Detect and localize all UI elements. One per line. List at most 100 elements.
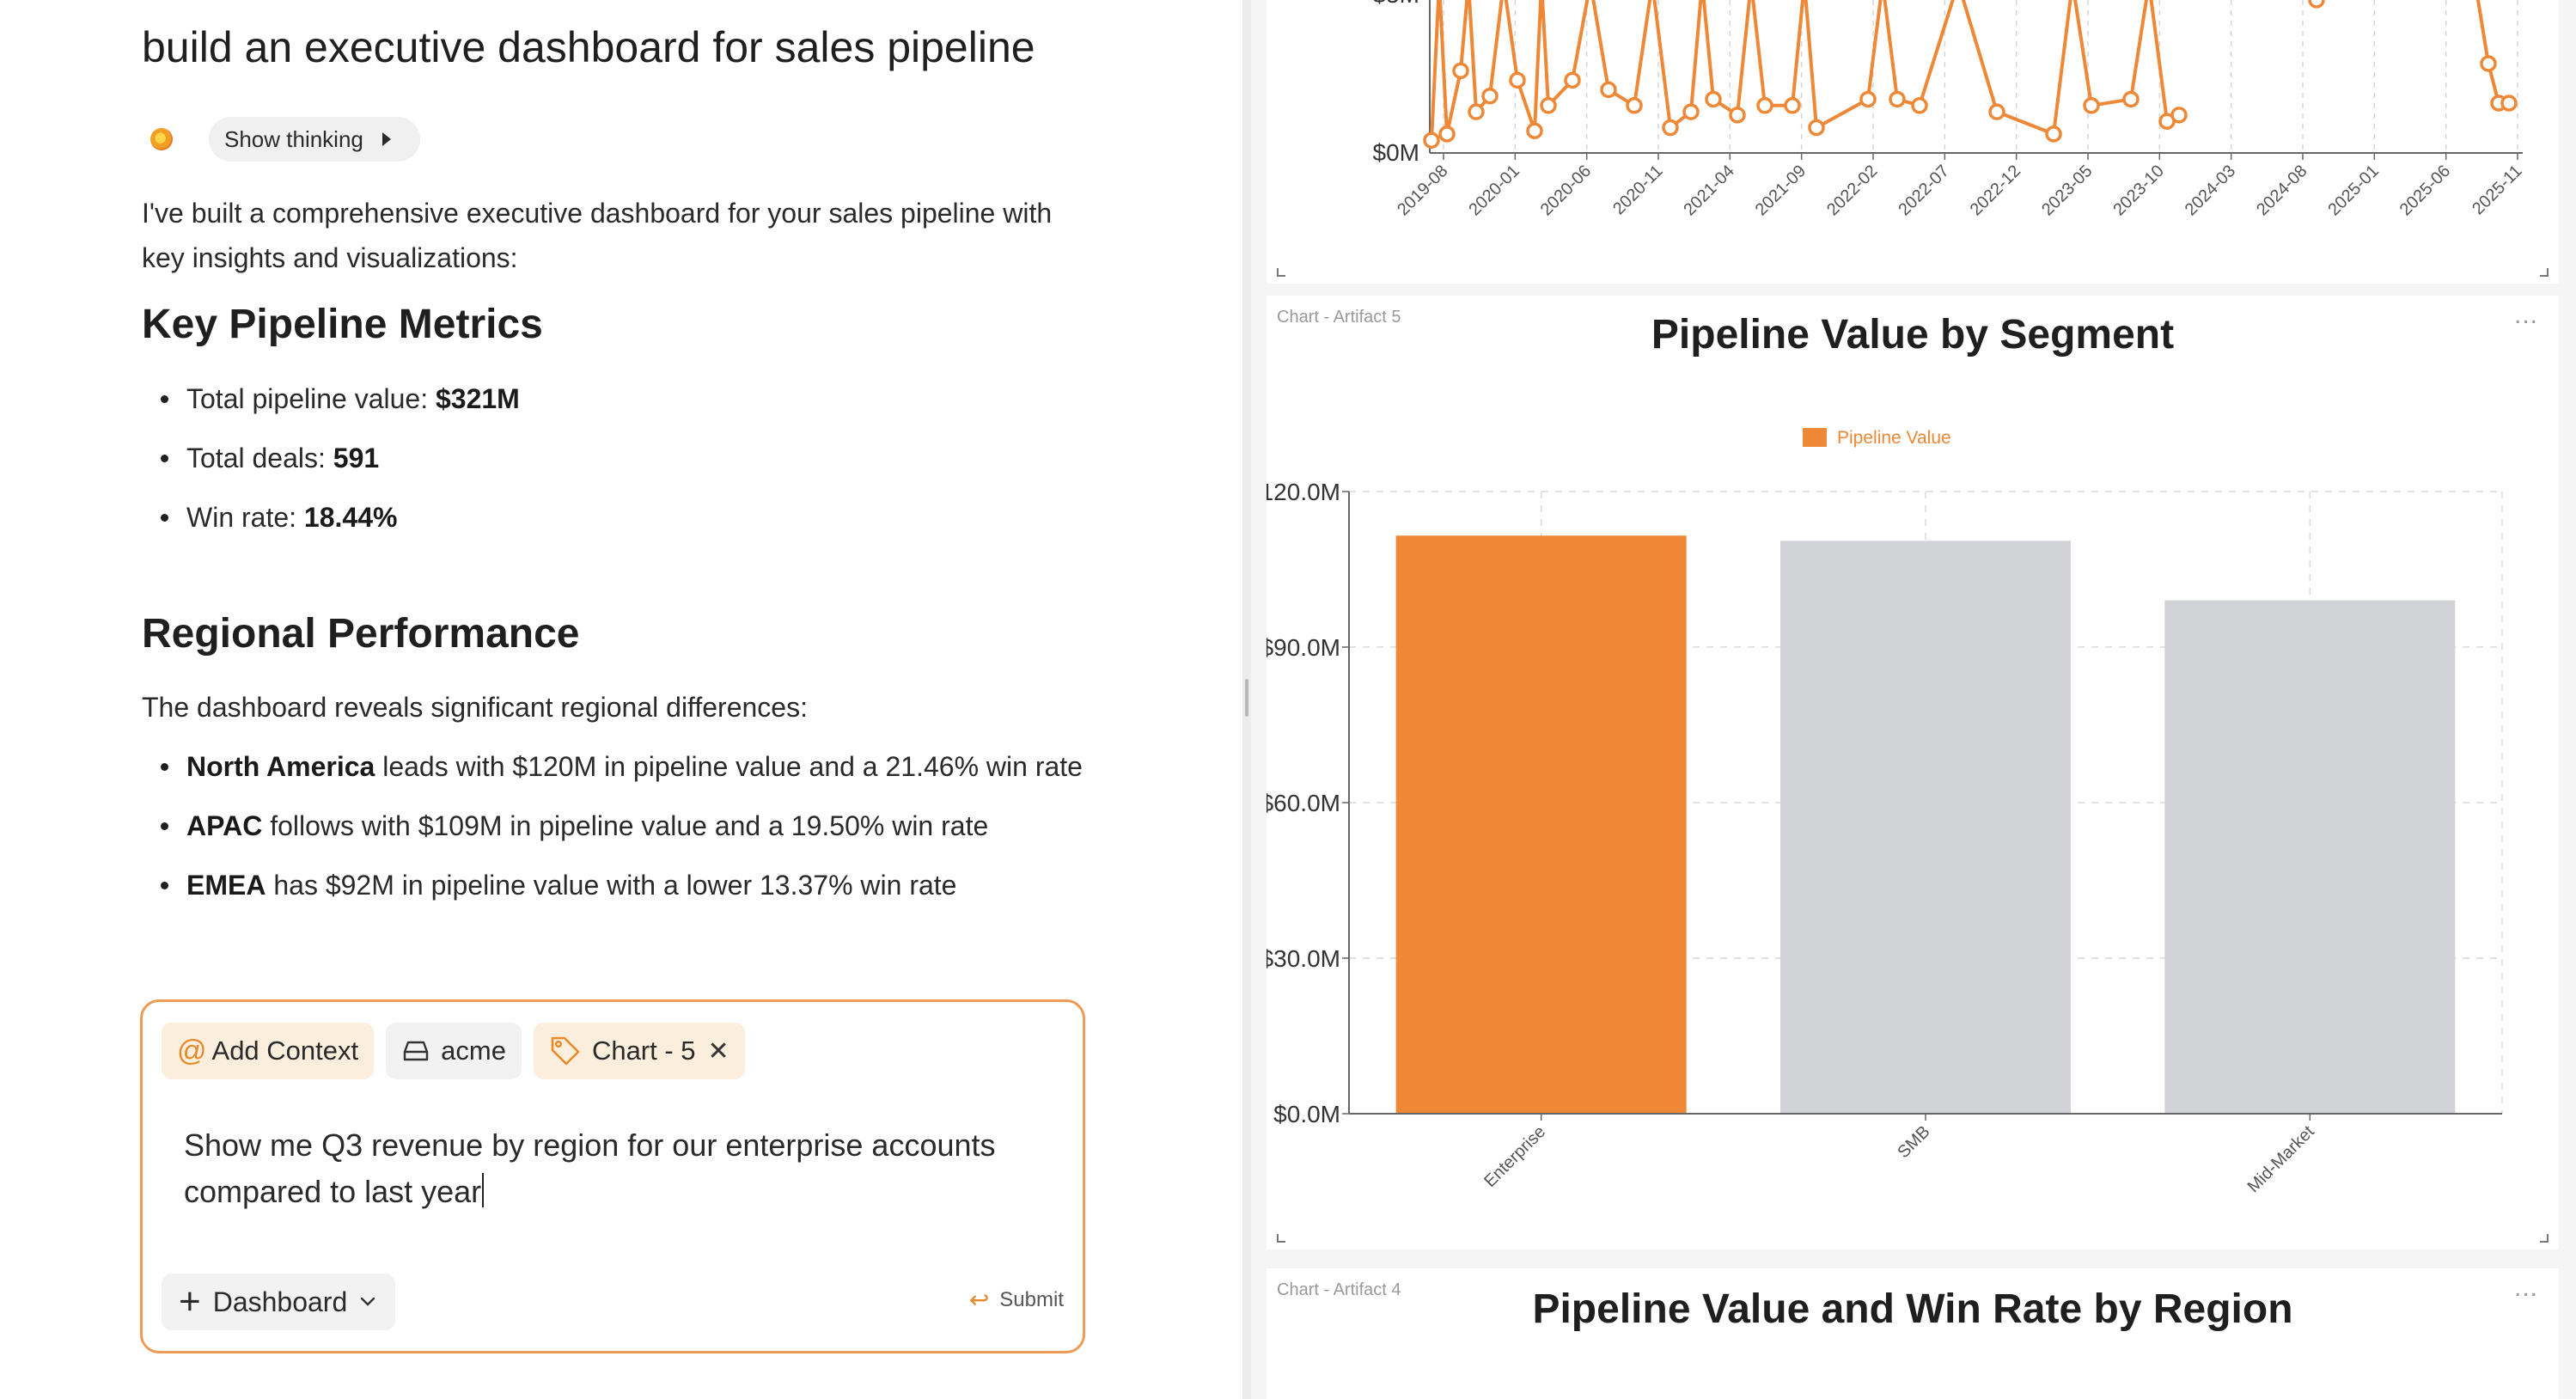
bar-enterprise bbox=[1395, 535, 1687, 1114]
x-tick-label: 2024-08 bbox=[2253, 162, 2310, 219]
legend-swatch bbox=[1803, 428, 1827, 447]
text-cursor bbox=[482, 1173, 485, 1207]
data-point bbox=[1423, 131, 1440, 150]
chart-title: Pipeline Value and Win Rate by Region bbox=[1532, 1286, 2293, 1332]
metric-value: 591 bbox=[333, 443, 380, 473]
region-text: follows with $109M in pipeline value and… bbox=[262, 810, 989, 841]
more-horizontal-icon[interactable]: ... bbox=[2513, 301, 2538, 329]
data-point bbox=[1859, 90, 1877, 108]
data-point bbox=[2122, 90, 2140, 108]
user-prompt: build an executive dashboard for sales p… bbox=[142, 23, 1035, 71]
region-text: has $92M in pipeline value with a lower … bbox=[266, 870, 957, 901]
y-tick-label: $0M bbox=[1373, 139, 1419, 166]
x-tick-label: 2025-11 bbox=[2469, 162, 2525, 218]
resize-handle[interactable] bbox=[1245, 679, 1248, 717]
dashboard-label: Dashboard bbox=[212, 1286, 348, 1317]
plus-icon: + bbox=[179, 1280, 201, 1323]
series-line-tail bbox=[2314, 0, 2509, 105]
data-point bbox=[1540, 97, 1557, 114]
y-tick-label: $120.0M bbox=[1267, 479, 1340, 505]
conversation-pane: build an executive dashboard for sales p… bbox=[0, 0, 1242, 1399]
caret-right-icon bbox=[382, 132, 391, 146]
add-context-label: Add Context bbox=[211, 1036, 359, 1066]
composer-input[interactable]: Show me Q3 revenue by region for our ent… bbox=[184, 1122, 1043, 1215]
list-item: Total deals: 591 bbox=[142, 436, 1104, 480]
chart-chip[interactable]: Chart - 5 ✕ bbox=[533, 1023, 745, 1079]
chart-chip-label: Chart - 5 bbox=[591, 1036, 696, 1066]
y-axis-ticks: $0.0M $30.0M $60.0M $90.0M $120.0M bbox=[1267, 479, 1340, 1127]
chart-bars bbox=[1395, 535, 2456, 1114]
database-icon bbox=[403, 1041, 429, 1061]
x-tick-label: 2025-06 bbox=[2396, 162, 2454, 219]
metrics-list: Total pipeline value: $321M Total deals:… bbox=[142, 376, 1104, 540]
x-tick-label: 2021-04 bbox=[1680, 162, 1737, 219]
series-line bbox=[1430, 0, 2180, 141]
y-tick-label: $60.0M bbox=[1267, 790, 1340, 816]
show-thinking-button[interactable]: Show thinking bbox=[209, 117, 420, 162]
metrics-heading: Key Pipeline Metrics bbox=[142, 302, 543, 347]
resize-corner-icon bbox=[1277, 1234, 1285, 1243]
x-tick-label: 2025-01 bbox=[2324, 162, 2382, 219]
add-context-button[interactable]: @ Add Context bbox=[162, 1023, 375, 1079]
data-point bbox=[1889, 90, 1906, 108]
metric-label: Win rate: bbox=[186, 502, 304, 533]
y-tick-label: $5M bbox=[1373, 0, 1419, 8]
chart-title: Pipeline Value by Segment bbox=[1651, 312, 2175, 357]
chart-legend: Pipeline Value bbox=[1803, 428, 1951, 448]
message-composer[interactable]: @ Add Context acme Chart - 5 ✕ Show me Q… bbox=[140, 999, 1085, 1353]
list-item: EMEA has $92M in pipeline value with a l… bbox=[142, 863, 1104, 907]
y-tick-label: $0.0M bbox=[1273, 1101, 1340, 1127]
data-point bbox=[1509, 71, 1526, 89]
line-chart: $0M$5M 2019-082020-012020-062020-112021-… bbox=[1373, 0, 2526, 219]
data-point bbox=[1662, 119, 1679, 137]
data-point bbox=[1438, 125, 1456, 143]
submit-label: Submit bbox=[999, 1287, 1064, 1311]
artifact-label: Chart - Artifact 5 bbox=[1277, 308, 1401, 327]
data-point bbox=[1756, 97, 1773, 114]
region-name: APAC bbox=[186, 810, 263, 841]
x-tick-label: 2020-01 bbox=[1465, 162, 1523, 219]
data-point bbox=[1526, 122, 1543, 139]
data-point bbox=[1564, 71, 1581, 89]
x-tick-label: 2019-08 bbox=[1394, 162, 1451, 219]
y-axis-ticks: $0M $5M bbox=[1373, 0, 1419, 166]
sparkle-icon bbox=[150, 128, 173, 150]
artifact-label: Chart - Artifact 4 bbox=[1277, 1280, 1401, 1299]
artifacts-pane: $0M$5M 2019-082020-012020-062020-112021-… bbox=[1251, 0, 2576, 1399]
data-point bbox=[2480, 55, 2497, 72]
database-chip[interactable]: acme bbox=[386, 1023, 522, 1079]
data-point bbox=[1682, 103, 1700, 120]
region-text: leads with $120M in pipeline value and a… bbox=[375, 751, 1083, 782]
regional-intro: The dashboard reveals significant region… bbox=[142, 692, 808, 723]
x-tick-label: 2024-03 bbox=[2182, 162, 2239, 219]
submit-button[interactable]: ↩ Submit bbox=[969, 1286, 1064, 1314]
database-label: acme bbox=[441, 1036, 506, 1066]
bar-mid-market bbox=[2164, 600, 2456, 1114]
enter-icon: ↩ bbox=[968, 1286, 990, 1313]
show-thinking-label: Show thinking bbox=[224, 125, 363, 152]
x-tick-label: 2023-10 bbox=[2109, 162, 2167, 219]
series-points bbox=[1423, 0, 2518, 150]
at-icon: @ bbox=[177, 1034, 207, 1067]
metric-label: Total deals: bbox=[186, 443, 333, 473]
thinking-row: Show thinking bbox=[142, 117, 420, 162]
list-item: APAC follows with $109M in pipeline valu… bbox=[142, 803, 1104, 848]
dashboard-dropdown[interactable]: + Dashboard bbox=[162, 1274, 396, 1330]
region-name: North America bbox=[186, 751, 375, 782]
metric-value: $321M bbox=[435, 383, 520, 414]
more-horizontal-icon[interactable]: ... bbox=[2513, 1274, 2538, 1302]
bar-smb bbox=[1780, 541, 2071, 1114]
metric-label: Total pipeline value: bbox=[186, 383, 436, 414]
resize-corner-icon bbox=[1277, 268, 1285, 277]
data-point bbox=[1452, 62, 1469, 80]
close-icon[interactable]: ✕ bbox=[707, 1036, 729, 1066]
resize-corner-icon[interactable] bbox=[2540, 1234, 2549, 1243]
y-tick-label: $30.0M bbox=[1267, 945, 1340, 972]
data-point bbox=[1600, 81, 1617, 99]
data-point bbox=[1729, 107, 1746, 124]
assistant-intro: I've built a comprehensive executive das… bbox=[142, 198, 1053, 273]
chart-axes bbox=[1429, 0, 2523, 160]
resize-corner-icon[interactable] bbox=[2540, 268, 2549, 277]
data-point bbox=[1481, 88, 1499, 105]
x-tick-label: 2020-11 bbox=[1609, 162, 1666, 218]
